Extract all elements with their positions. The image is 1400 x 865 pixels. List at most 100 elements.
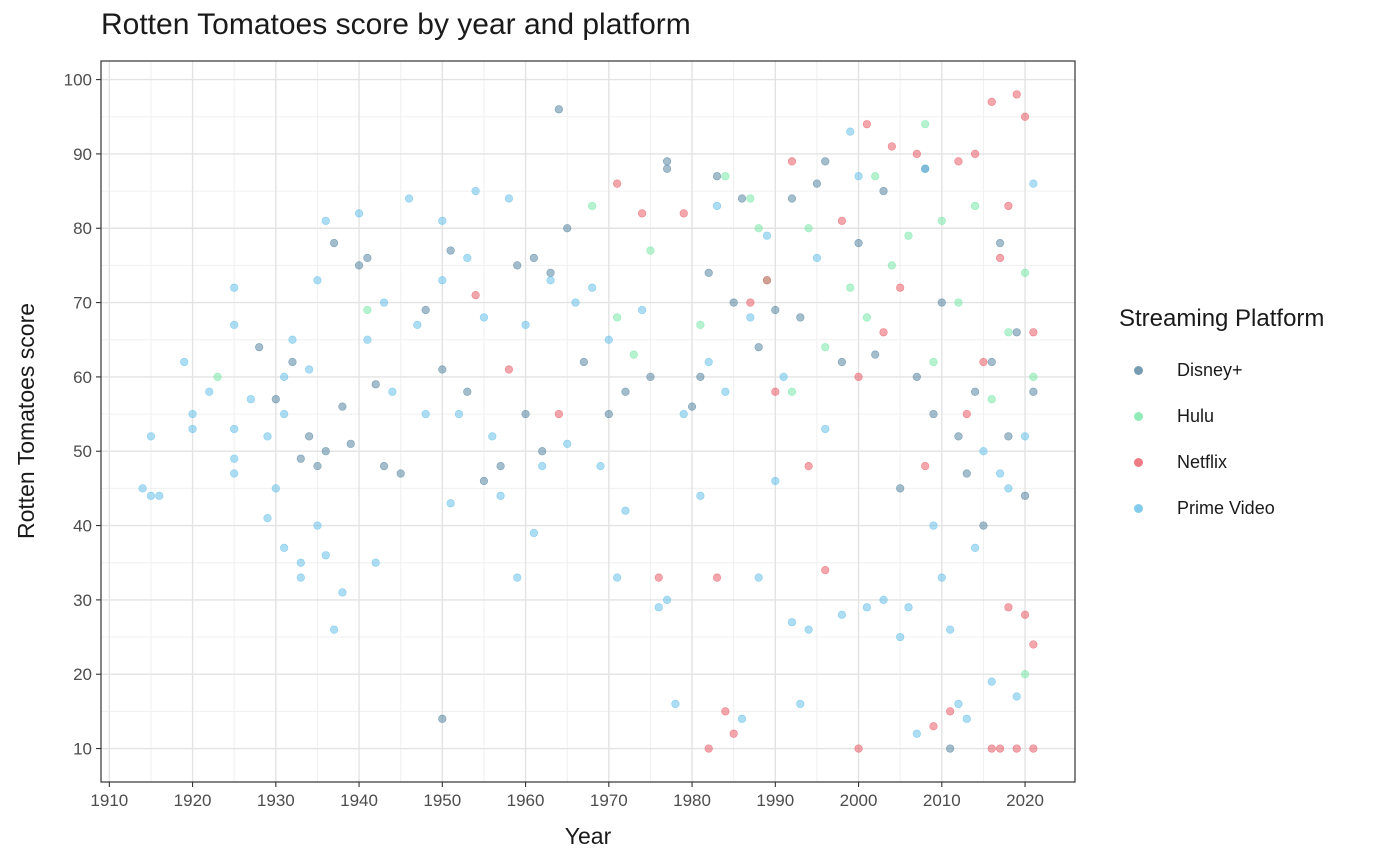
- point-prime-video: [621, 506, 630, 515]
- point-disney: [521, 409, 530, 419]
- point-disney: [995, 239, 1005, 248]
- point-disney: [354, 261, 364, 270]
- legend-item-hulu: Hulu: [1119, 393, 1324, 439]
- y-tick-label: 70: [73, 294, 92, 313]
- point-disney: [604, 409, 613, 419]
- point-netflix: [746, 298, 755, 307]
- point-disney: [937, 298, 946, 307]
- point-hulu: [1004, 328, 1013, 337]
- point-prime-video: [263, 514, 272, 523]
- legend-label-prime-video: Prime Video: [1177, 497, 1275, 518]
- point-prime-video: [188, 409, 197, 419]
- point-hulu: [821, 343, 830, 352]
- point-disney: [1004, 432, 1013, 441]
- point-prime-video: [413, 320, 422, 329]
- point-prime-video: [804, 625, 813, 634]
- point-prime-video: [280, 409, 289, 419]
- legend-key-prime-video: [1127, 497, 1149, 519]
- point-prime-video: [779, 372, 788, 382]
- x-axis-title: Year: [565, 823, 612, 849]
- point-netflix: [995, 744, 1005, 753]
- point-prime-video: [521, 320, 530, 329]
- point-prime-video: [987, 677, 996, 686]
- point-disney: [296, 454, 305, 463]
- point-prime-video: [912, 729, 921, 738]
- point-hulu: [921, 120, 930, 129]
- point-disney: [338, 402, 347, 411]
- point-prime-video: [379, 298, 389, 307]
- point-prime-video: [771, 476, 780, 486]
- point-prime-video: [696, 491, 705, 500]
- point-prime-video: [654, 603, 663, 612]
- point-prime-video: [904, 603, 913, 612]
- point-prime-video: [704, 357, 713, 367]
- point-disney: [812, 179, 822, 188]
- point-prime-video: [1004, 484, 1013, 493]
- point-netflix: [995, 253, 1005, 263]
- point-prime-video: [388, 387, 397, 396]
- point-disney: [1020, 491, 1030, 500]
- point-prime-video: [1029, 179, 1038, 188]
- x-tick-label: 2000: [840, 791, 878, 810]
- point-disney: [962, 469, 971, 478]
- point-disney: [646, 372, 655, 382]
- point-netflix: [654, 573, 663, 582]
- point-prime-video: [995, 469, 1005, 478]
- point-prime-video: [230, 320, 239, 329]
- point-prime-video: [746, 313, 755, 322]
- y-tick-label: 90: [73, 145, 92, 164]
- point-prime-video: [862, 603, 871, 612]
- point-hulu: [887, 261, 896, 270]
- point-hulu: [754, 224, 763, 233]
- point-prime-video: [329, 625, 339, 634]
- point-disney: [662, 164, 672, 173]
- point-netflix: [946, 707, 955, 716]
- point-prime-video: [280, 372, 289, 382]
- point-prime-video: [488, 432, 497, 441]
- point-disney: [563, 224, 572, 233]
- point-prime-video: [230, 424, 239, 434]
- point-prime-video: [671, 699, 680, 709]
- point-prime-video: [146, 432, 156, 441]
- point-hulu: [929, 357, 938, 367]
- point-prime-video: [313, 276, 322, 285]
- point-disney: [496, 461, 505, 471]
- point-prime-video: [712, 201, 722, 211]
- legend: Streaming Platform Disney+ Hulu Netflix …: [1119, 305, 1324, 531]
- point-prime-video: [604, 335, 613, 344]
- point-hulu: [954, 298, 963, 307]
- point-prime-video: [638, 305, 647, 315]
- point-disney: [754, 343, 763, 352]
- point-prime-video: [471, 186, 480, 196]
- point-netflix: [613, 179, 622, 188]
- point-hulu: [746, 194, 755, 203]
- point-hulu: [1020, 268, 1030, 277]
- point-hulu: [971, 201, 980, 211]
- point-disney: [871, 350, 880, 359]
- point-disney: [837, 357, 847, 367]
- x-tick-label: 2020: [1006, 791, 1044, 810]
- point-netflix: [862, 120, 871, 129]
- point-prime-video: [155, 491, 164, 500]
- point-netflix: [887, 142, 896, 151]
- point-prime-video: [879, 595, 888, 604]
- point-disney: [446, 246, 455, 255]
- point-prime-video: [896, 632, 905, 642]
- point-prime-video: [529, 528, 538, 538]
- point-netflix: [804, 461, 813, 471]
- x-tick-label: 1920: [174, 791, 212, 810]
- point-prime-video: [596, 461, 605, 471]
- legend-label-hulu: Hulu: [1177, 405, 1215, 426]
- point-disney: [313, 461, 322, 471]
- point-disney: [787, 194, 797, 203]
- point-prime-video: [280, 543, 289, 552]
- point-disney: [954, 432, 963, 441]
- point-disney: [438, 365, 447, 374]
- point-hulu: [787, 387, 797, 396]
- point-disney: [979, 521, 988, 530]
- point-disney: [771, 305, 780, 315]
- point-prime-video: [837, 610, 847, 619]
- point-disney: [529, 253, 538, 263]
- point-netflix: [554, 409, 563, 419]
- point-disney: [854, 239, 863, 248]
